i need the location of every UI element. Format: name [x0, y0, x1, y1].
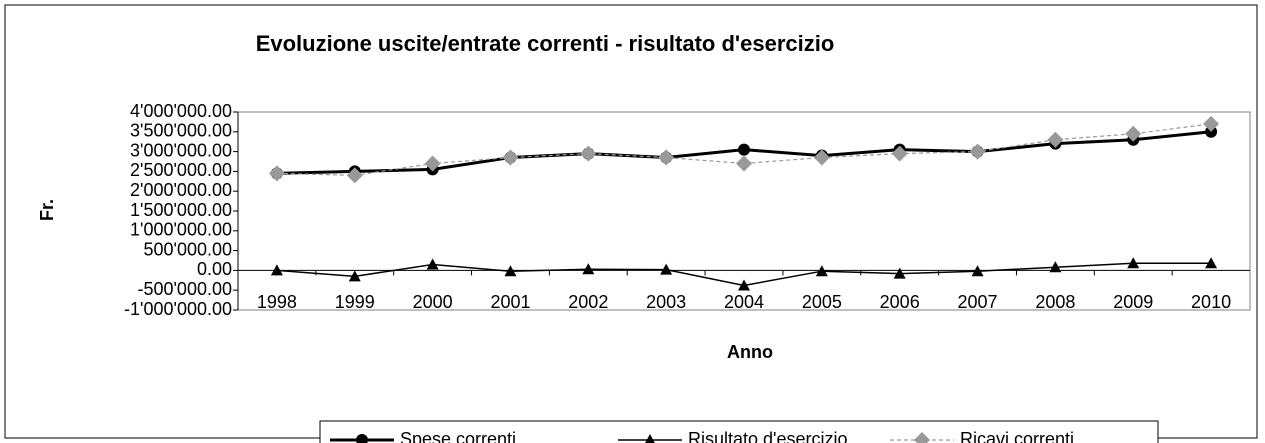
- y-tick-label: 1'500'000.00: [130, 200, 232, 220]
- x-tick-label: 2000: [413, 292, 453, 312]
- y-tick-label: -1'000'000.00: [124, 299, 232, 319]
- x-axis-label: Anno: [727, 342, 773, 362]
- x-tick-label: 2001: [490, 292, 530, 312]
- x-tick-label: 2005: [802, 292, 842, 312]
- legend-box: [319, 420, 1159, 443]
- point: [971, 265, 984, 277]
- point: [580, 145, 597, 162]
- y-tick-label: 0.00: [197, 259, 232, 279]
- point: [268, 165, 285, 182]
- x-tick-label: 2008: [1035, 292, 1075, 312]
- point: [502, 149, 519, 166]
- y-tick-label: 2'000'000.00: [130, 180, 232, 200]
- y-tick-label: 4'000'000.00: [130, 101, 232, 121]
- x-tick-label: 2006: [880, 292, 920, 312]
- y-axis-label: Fr.: [37, 199, 57, 221]
- legend: Spese correnti Risultato d'esercizio Ricav…: [319, 420, 1159, 443]
- x-tick-label: 2010: [1191, 292, 1231, 312]
- point: [346, 167, 363, 184]
- legend-marker: [914, 432, 930, 443]
- point: [813, 149, 830, 166]
- point: [504, 265, 517, 277]
- y-tick-label: 500'000.00: [143, 239, 232, 259]
- x-tick-label: 1999: [335, 292, 375, 312]
- x-tick-label: 2004: [724, 292, 764, 312]
- point: [1127, 257, 1140, 269]
- chart-border: [4, 4, 1258, 439]
- x-tick-label: 2002: [568, 292, 608, 312]
- x-tick-label: 2007: [958, 292, 998, 312]
- point: [424, 155, 441, 172]
- point: [738, 143, 750, 156]
- point: [426, 258, 439, 270]
- point: [891, 145, 908, 162]
- legend-label: Risultato d'esercizio: [688, 429, 848, 443]
- point: [270, 264, 283, 276]
- legend-label: Spese correnti: [400, 429, 516, 443]
- point: [736, 155, 752, 172]
- y-tick-label: 3'500'000.00: [130, 121, 232, 141]
- point: [815, 265, 828, 277]
- point: [348, 270, 361, 282]
- point: [1049, 261, 1062, 273]
- point: [893, 267, 906, 279]
- x-tick-label: 2003: [646, 292, 686, 312]
- point: [658, 149, 675, 166]
- point: [1047, 131, 1064, 148]
- legend-marker: [645, 434, 655, 443]
- y-tick-label: -500'000.00: [137, 279, 232, 299]
- point: [1205, 257, 1218, 269]
- point: [660, 263, 673, 275]
- legend-label: Ricavi correnti: [960, 429, 1074, 443]
- y-tick-label: 2'500'000.00: [130, 160, 232, 180]
- y-tick-label: 1'000'000.00: [130, 220, 232, 240]
- legend-marker: [356, 434, 368, 443]
- y-tick-label: 3'000'000.00: [130, 140, 232, 160]
- x-tick-label: 1998: [257, 292, 297, 312]
- point: [969, 143, 986, 160]
- point: [738, 279, 750, 291]
- point: [1203, 115, 1220, 132]
- point: [1125, 125, 1142, 142]
- x-tick-label: 2009: [1113, 292, 1153, 312]
- point: [582, 263, 595, 275]
- chart-title: Evoluzione uscite/entrate correnti - ris…: [256, 31, 835, 56]
